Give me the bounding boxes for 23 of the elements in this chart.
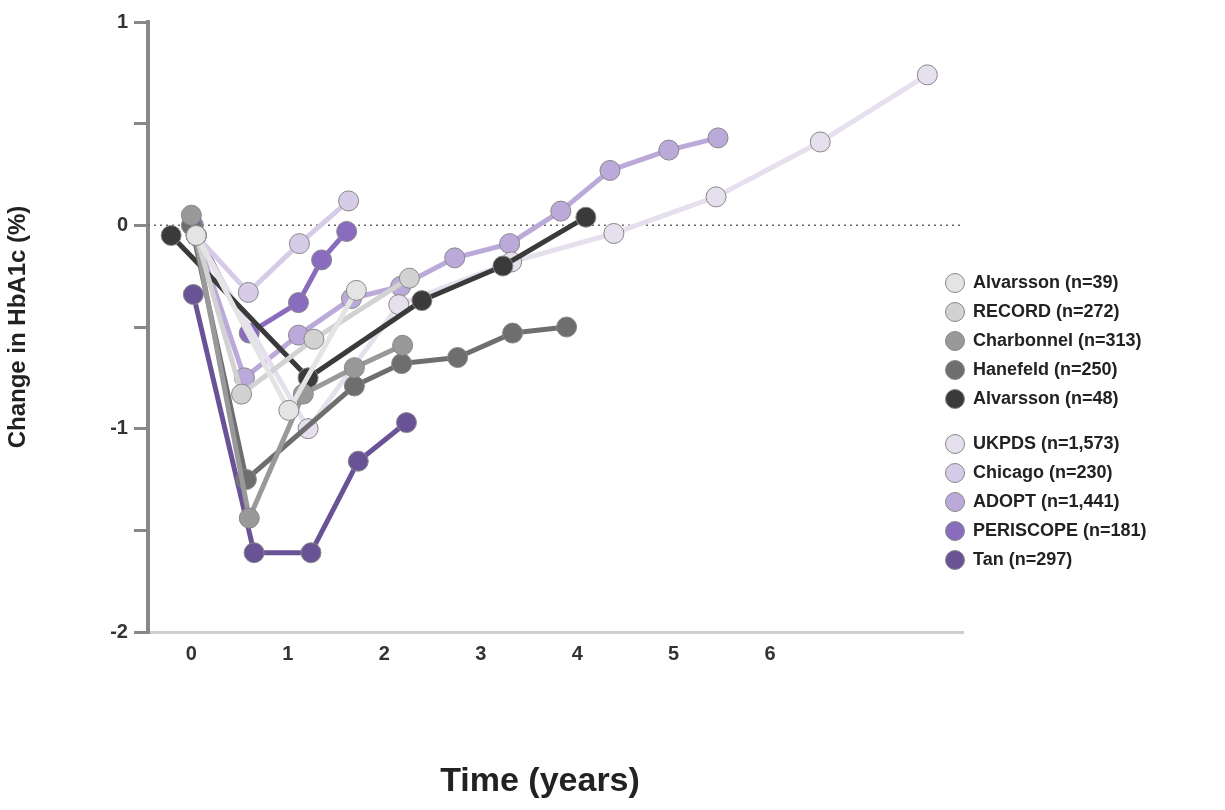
x-tick-label: 5 xyxy=(668,641,680,664)
x-tick-label: 3 xyxy=(475,641,487,664)
legend-label: Hanefeld (n=250) xyxy=(973,359,1118,380)
legend-label: Charbonnel (n=313) xyxy=(973,330,1142,351)
x-axis-title: Time (years) xyxy=(439,760,641,799)
y-tick-label: -2 xyxy=(110,619,128,642)
legend-label: Alvarsson (n=48) xyxy=(973,388,1119,409)
legend-label: Chicago (n=230) xyxy=(973,462,1113,483)
y-axis-title: Change in HbA1c (%) xyxy=(3,205,31,449)
x-tick-label: 4 xyxy=(571,641,584,664)
legend-label: PERISCOPE (n=181) xyxy=(973,520,1147,541)
x-tick-label: 2 xyxy=(378,641,390,664)
x-tick-label: 1 xyxy=(282,641,294,664)
y-tick-label: 1 xyxy=(116,9,128,32)
legend-label: Alvarsson (n=39) xyxy=(973,272,1119,293)
legend-label: UKPDS (n=1,573) xyxy=(973,433,1120,454)
x-tick-label: 0 xyxy=(185,641,197,664)
y-tick-label: -1 xyxy=(110,416,128,439)
legend-label: ADOPT (n=1,441) xyxy=(973,491,1120,512)
legend-label: Tan (n=297) xyxy=(973,549,1073,570)
x-tick-label: 6 xyxy=(764,641,776,664)
y-tick-label: 0 xyxy=(116,212,128,235)
legend-label: RECORD (n=272) xyxy=(973,301,1120,322)
